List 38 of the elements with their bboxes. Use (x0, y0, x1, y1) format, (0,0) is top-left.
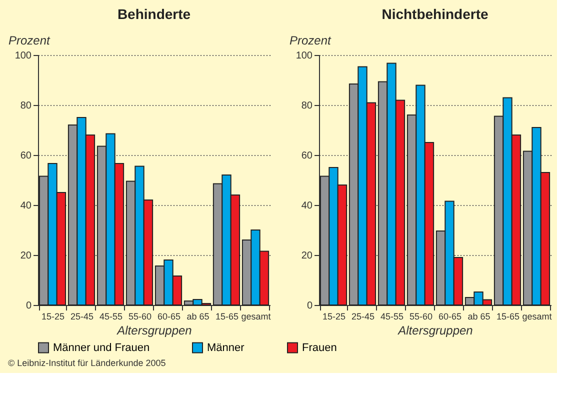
legend-label: Männer und Frauen (53, 342, 150, 354)
y-tick-label: 0 (306, 300, 313, 312)
legend-label: Männer (207, 342, 245, 354)
y-tick-label: 20 (20, 250, 32, 262)
x-tick-label: 25-45 (70, 312, 94, 322)
x-tick-label: 15-65 (496, 312, 520, 322)
x-tick-label: ab 65 (186, 312, 210, 322)
y-tick-label: 100 (296, 50, 313, 62)
y-tick-label: 40 (20, 200, 32, 212)
x-tick-label: 55-60 (409, 312, 433, 322)
x-tick-label: 45-55 (99, 312, 123, 322)
x-tick-label: gesamt (241, 312, 272, 322)
x-tick-label: 15-25 (322, 312, 346, 322)
x-tick-label: 55-60 (128, 312, 152, 322)
x-tick-label: 25-45 (351, 312, 375, 322)
x-tick-label: gesamt (522, 312, 552, 322)
y-tick-label: 20 (301, 250, 313, 262)
y-tick-label: 40 (301, 200, 313, 212)
y-axis-title: Prozent (290, 34, 332, 48)
y-tick-label: 0 (26, 300, 32, 312)
legend-label: Frauen (302, 342, 337, 354)
text: © Leibniz-Institut für Länderkunde 2005 (8, 358, 166, 368)
y-axis-title: Prozent (8, 34, 51, 48)
y-tick-label: 60 (20, 150, 32, 162)
y-tick-label: 100 (14, 50, 32, 62)
y-tick-label: 80 (20, 100, 32, 112)
x-tick-label: ab 65 (468, 312, 490, 322)
y-tick-label: 60 (301, 150, 313, 162)
x-tick-label: 15-65 (215, 312, 239, 322)
y-tick-label: 80 (301, 100, 313, 112)
chart-title: Behinderte (117, 6, 191, 22)
x-tick-label: 15-25 (41, 312, 65, 322)
x-tick-label: 60-65 (438, 312, 462, 322)
x-axis-title: Altersgruppen (397, 324, 474, 338)
x-axis-title: Altersgruppen (116, 324, 192, 338)
x-tick-label: 60-65 (157, 312, 181, 322)
chart-title: Nichtbehinderte (382, 6, 488, 22)
x-tick-label: 45-55 (380, 312, 404, 322)
